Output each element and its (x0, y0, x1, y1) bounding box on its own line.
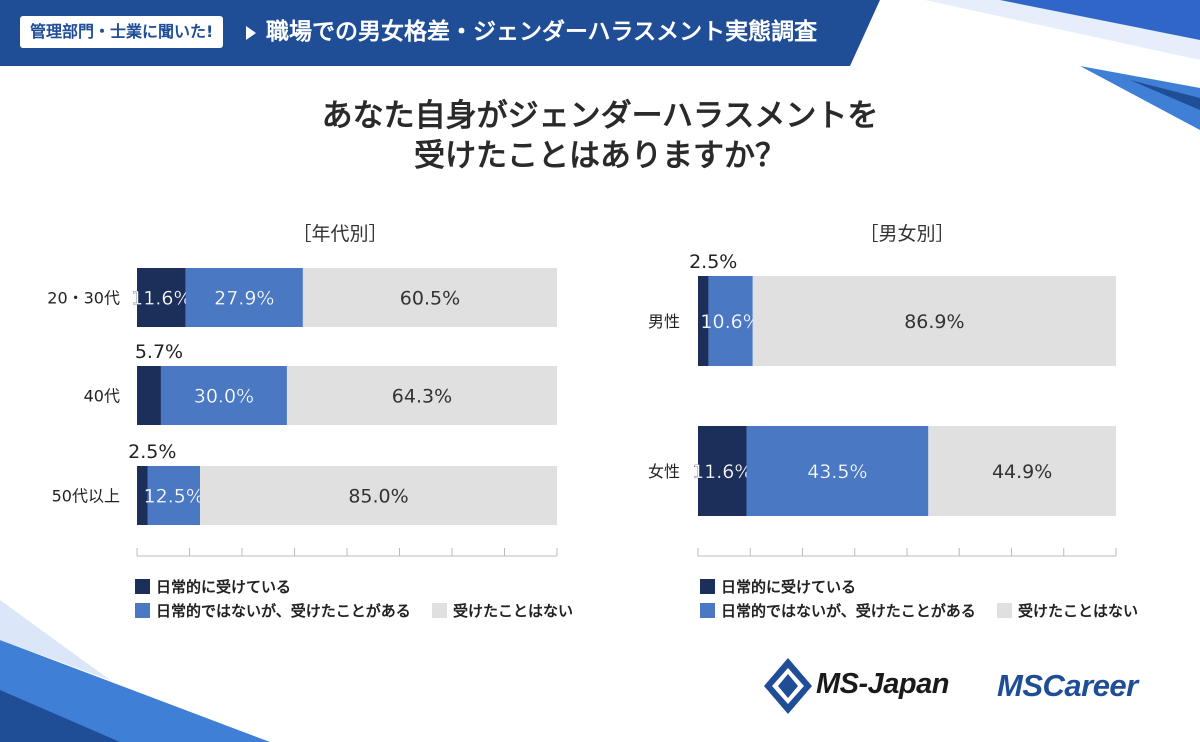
question-line-2: 受けたことはありますか？ (414, 138, 786, 174)
category-label: 女性 (648, 462, 680, 481)
legend-item-sometimes: 日常的ではないが、受けたことがある (700, 599, 976, 623)
header-title: 職場での男女格差・ジェンダーハラスメント実態調査 (266, 19, 818, 45)
legend-swatch-sometimes (135, 603, 150, 618)
chart-title: ［年代別］ (292, 223, 387, 245)
legend-swatch-never (996, 603, 1012, 618)
data-label-daily: 5.7% (135, 341, 183, 363)
data-label-sometimes: 27.9% (214, 288, 274, 310)
data-label-sometimes: 10.6% (700, 311, 760, 333)
data-label-sometimes: 30.0% (194, 386, 254, 408)
data-label-daily: 2.5% (689, 251, 737, 273)
bar-daily (137, 366, 161, 425)
question-line-1: あなた自身がジェンダーハラスメントを (321, 98, 879, 134)
data-label-sometimes: 12.5% (144, 486, 204, 508)
bar-never (928, 426, 1116, 516)
data-label-daily: 11.6% (692, 461, 752, 483)
data-label-sometimes: 43.5% (807, 461, 867, 483)
header-badge: 管理部門・士業に聞いた! (20, 16, 224, 48)
bar-never (302, 268, 557, 327)
bar-never (286, 366, 557, 425)
bar-never (200, 466, 557, 525)
bar-sometimes (708, 276, 753, 366)
bar-sometimes (160, 366, 287, 425)
question-title: あなた自身がジェンダーハラスメントを 受けたことはありますか？ (0, 96, 1200, 176)
data-label-never: 44.9% (992, 461, 1052, 483)
ms-japan-logo-mark (764, 658, 812, 714)
legend-swatch-daily (135, 579, 150, 594)
data-label-never: 86.9% (904, 311, 964, 333)
legend-item-sometimes: 日常的ではないが、受けたことがある (135, 599, 411, 623)
category-label: 50代以上 (52, 487, 120, 506)
header-band: 管理部門・士業に聞いた! 職場での男女格差・ジェンダーハラスメント実態調査 (0, 0, 1200, 66)
data-label-never: 60.5% (400, 288, 460, 310)
data-label-daily: 2.5% (128, 441, 176, 463)
bar-sometimes (185, 268, 303, 327)
ms-career-logo-text: MSCareer (997, 668, 1138, 703)
bar-daily (137, 268, 186, 327)
legend-gender: 日常的に受けている 日常的ではないが、受けたことがある 受けたことはない (700, 575, 1154, 623)
legend-item-never: 受けたことはない (996, 599, 1138, 623)
legend-swatch-daily (700, 579, 715, 594)
bar-daily (137, 466, 148, 525)
legend-item-never: 受けたことはない (431, 599, 573, 623)
ms-japan-logo-text: MS-Japan (816, 668, 949, 700)
category-label: 男性 (648, 312, 680, 331)
data-label-daily: 11.6% (131, 288, 191, 310)
category-label: 40代 (84, 387, 120, 406)
legend-item-daily: 日常的に受けている (700, 575, 856, 599)
bar-sometimes (746, 426, 929, 516)
bar-daily (698, 276, 709, 366)
legend-age: 日常的に受けている 日常的ではないが、受けたことがある 受けたことはない (135, 575, 589, 623)
chart-title: ［男女別］ (859, 223, 954, 245)
bar-never (752, 276, 1116, 366)
bar-sometimes (147, 466, 200, 525)
data-label-never: 64.3% (392, 386, 452, 408)
legend-item-daily: 日常的に受けている (135, 575, 291, 599)
data-label-never: 85.0% (348, 486, 408, 508)
legend-swatch-sometimes (700, 603, 715, 618)
bar-daily (698, 426, 747, 516)
legend-swatch-never (431, 603, 447, 618)
category-label: 20・30代 (47, 289, 120, 308)
